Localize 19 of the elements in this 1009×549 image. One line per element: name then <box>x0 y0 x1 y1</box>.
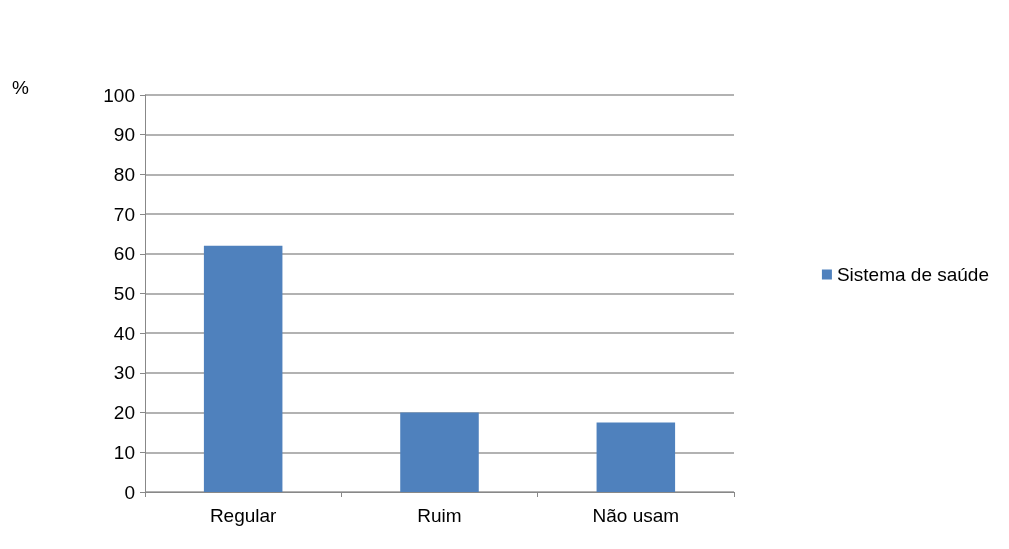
bar <box>596 422 676 492</box>
y-tick-label: 100 <box>103 84 135 106</box>
y-tick-label: 40 <box>113 322 135 344</box>
y-tick-label: 80 <box>113 163 135 185</box>
bar <box>400 412 479 492</box>
y-tick-label: 90 <box>113 124 135 146</box>
legend-label: Sistema de saúde <box>836 264 989 285</box>
bar <box>203 245 283 492</box>
x-tick-label: Ruim <box>417 505 462 526</box>
y-tick-label: 70 <box>113 203 135 225</box>
y-tick-label: 60 <box>113 243 135 265</box>
y-tick-label: 10 <box>113 441 135 463</box>
y-tick-label: 50 <box>113 283 135 304</box>
y-axis-title: % <box>12 77 29 98</box>
x-tick-label: Não usam <box>592 505 680 526</box>
y-tick-label: 20 <box>113 402 135 424</box>
y-tick-label: 0 <box>124 481 135 503</box>
x-tick-label: Regular <box>209 505 278 526</box>
y-tick-label: 30 <box>113 362 135 384</box>
